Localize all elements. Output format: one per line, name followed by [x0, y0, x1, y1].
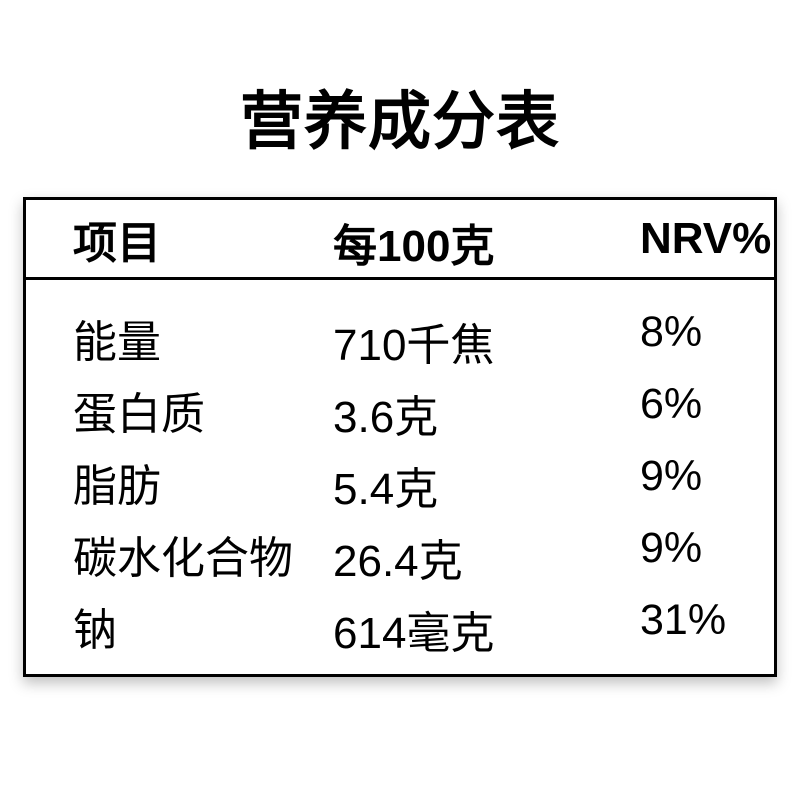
table-row: 碳水化合物 26.4克 9% [26, 518, 774, 590]
row-nrv: 9% [640, 523, 703, 572]
table-body: 能量 710千焦 8% 蛋白质 3.6克 6% 脂肪 5.4克 9% 碳水化合物… [26, 280, 774, 674]
row-nrv: 31% [640, 595, 727, 644]
row-item-label: 碳水化合物 [73, 534, 293, 583]
row-nrv: 9% [640, 451, 703, 500]
header-item: 项目 [73, 218, 161, 268]
row-value: 26.4克 [333, 537, 463, 586]
table-row: 钠 614毫克 31% [26, 590, 774, 662]
header-per-100g: 每100克 [333, 221, 495, 271]
row-value: 710千焦 [333, 321, 495, 370]
row-nrv: 6% [640, 379, 703, 428]
row-value: 5.4克 [333, 465, 439, 514]
row-nrv: 8% [640, 307, 703, 356]
row-item-label: 钠 [73, 606, 117, 655]
table-header-row: 项目 每100克 NRV% [26, 200, 774, 280]
row-value: 3.6克 [333, 393, 439, 442]
table-row: 能量 710千焦 8% [26, 302, 774, 374]
row-item-label: 能量 [73, 318, 161, 367]
table-row: 脂肪 5.4克 9% [26, 446, 774, 518]
table-row: 蛋白质 3.6克 6% [26, 374, 774, 446]
row-item-label: 脂肪 [73, 462, 161, 511]
row-value: 614毫克 [333, 609, 495, 658]
header-nrv: NRV% [640, 213, 772, 263]
row-item-label: 蛋白质 [73, 390, 205, 439]
nutrition-table: 项目 每100克 NRV% 能量 710千焦 8% 蛋白质 3.6克 6% 脂肪… [23, 197, 777, 677]
nutrition-table-title: 营养成分表 [240, 87, 560, 157]
